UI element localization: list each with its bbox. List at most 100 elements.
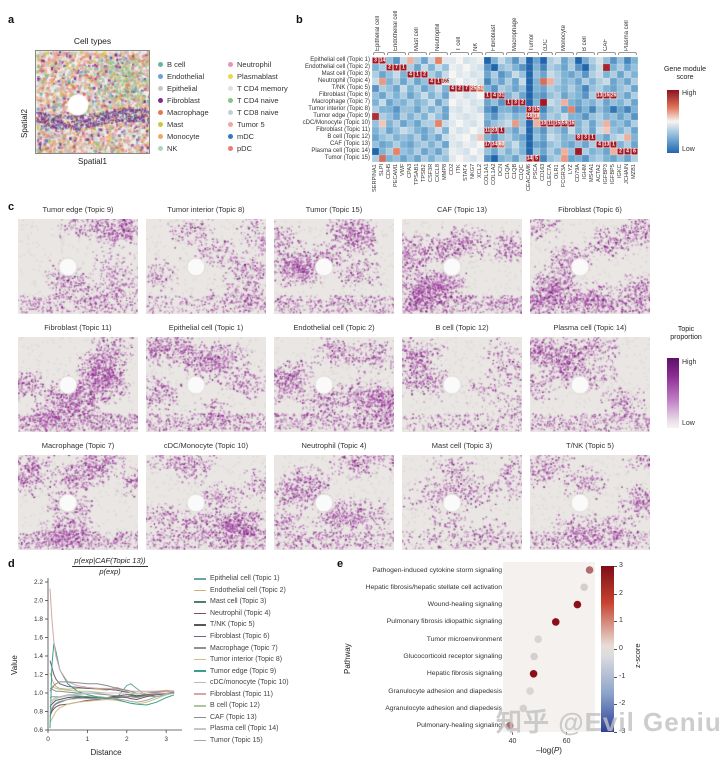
heatmap-cell <box>477 148 484 155</box>
heatmap-row-label: Tumor edge (Topic 9) <box>313 113 370 119</box>
heatmap-cell <box>582 78 589 85</box>
pathway-label: Pulmonary fibrosis idiopathic signaling <box>386 618 502 626</box>
heatmap-cell <box>582 71 589 78</box>
celltype-color-dot <box>158 97 163 103</box>
heatmap-cell <box>631 92 638 99</box>
heatmap-cell <box>407 127 414 134</box>
heatmap-cell-count: 15 <box>533 106 540 112</box>
heatmap-cell <box>393 148 400 155</box>
heatmap-cell <box>519 113 526 120</box>
gene-label: DCN <box>498 164 504 177</box>
heatmap-cell <box>582 120 589 127</box>
heatmap-cell <box>512 134 519 141</box>
gene-label: PECAM1 <box>393 164 399 188</box>
heatmap-cell <box>596 57 603 64</box>
colorbar-tick <box>614 621 617 623</box>
colorbar-high-label: High <box>682 90 697 97</box>
heatmap-cell <box>421 141 428 148</box>
heatmap-cell <box>568 57 575 64</box>
legend-item: B cell <box>158 59 185 69</box>
heatmap-cell <box>372 148 379 155</box>
heatmap-cell <box>393 141 400 148</box>
panel-label-a: a <box>8 14 15 26</box>
heatmap-cell <box>547 92 554 99</box>
heatmap-cell <box>589 113 596 120</box>
heatmap-cell: 11 <box>547 120 554 127</box>
heatmap-cell <box>421 92 428 99</box>
heatmap-cell <box>512 120 519 127</box>
heatmap-cell <box>575 127 582 134</box>
heatmap-cell <box>624 127 631 134</box>
column-group-bracket <box>407 52 427 55</box>
legend-topic-label: Epithelial cell (Topic 1) <box>210 575 280 583</box>
heatmap-cell <box>372 64 379 71</box>
legend-item: Plasmablast <box>228 71 278 81</box>
heatmap-cell <box>484 148 491 155</box>
heatmap-cell-count: 3 <box>374 57 377 63</box>
heatmap-cell <box>428 113 435 120</box>
heatmap-cell <box>400 120 407 127</box>
gene-label: VWF <box>400 164 406 177</box>
heatmap-cell <box>498 106 505 113</box>
heatmap-cell: 1 <box>400 64 407 71</box>
topic-tile-title: T/NK (Topic 5) <box>566 441 614 450</box>
heatmap-cell: 16 <box>568 120 575 127</box>
heatmap-cell <box>456 57 463 64</box>
heatmap-cell <box>456 134 463 141</box>
heatmap-cell <box>386 92 393 99</box>
heatmap-cell <box>505 71 512 78</box>
heatmap-cell <box>631 141 638 148</box>
heatmap-cell <box>456 106 463 113</box>
heatmap-cell <box>379 71 386 78</box>
colorbar-tick-label: -3 <box>619 728 626 735</box>
legend-item: T CD4 naive <box>228 95 279 105</box>
topic-tile-title: Neutrophil (Topic 4) <box>301 441 367 450</box>
celltype-label: B cell <box>167 59 186 69</box>
heatmap-cell: 3 <box>372 57 379 64</box>
heatmap-cell <box>421 106 428 113</box>
heatmap-cell <box>547 78 554 85</box>
heatmap-cell <box>407 106 414 113</box>
heatmap-cell: 25 <box>470 85 477 92</box>
heatmap-cell <box>519 127 526 134</box>
topic-series-line <box>49 588 175 692</box>
colorbar-tick <box>614 593 617 595</box>
topic-image-canvas <box>402 455 522 550</box>
column-group-label: Tumor <box>529 33 535 51</box>
heatmap-cell <box>484 106 491 113</box>
zscore-label: z-score <box>633 643 642 668</box>
heatmap-cell <box>519 85 526 92</box>
topic-image-canvas <box>18 219 138 314</box>
topic-line-legend: Epithelial cell (Topic 1) Endothelial cel… <box>194 573 289 746</box>
heatmap-cell-count: 2 <box>458 85 461 91</box>
topic-proportion-image <box>18 455 138 550</box>
heatmap-cell <box>463 92 470 99</box>
heatmap-cell <box>428 127 435 134</box>
heatmap-cell <box>470 78 477 85</box>
topic-proportion-image <box>18 219 138 314</box>
heatmap-cell <box>484 64 491 71</box>
topic-tile-title: B cell (Topic 12) <box>435 323 489 332</box>
legend-item: mDC <box>228 131 254 141</box>
legend-topic-label: B cell (Topic 12) <box>210 702 260 710</box>
legend-topic-label: Mast cell (Topic 3) <box>210 598 267 606</box>
heatmap-cell <box>407 120 414 127</box>
gene-label: CD79A <box>575 164 581 183</box>
heatmap-cell-count: 8 <box>577 134 580 140</box>
heatmap-cell <box>463 78 470 85</box>
heatmap-cell <box>568 113 575 120</box>
heatmap-cell <box>526 64 533 71</box>
legend-line-marker <box>194 728 206 730</box>
legend-line-marker <box>194 635 206 638</box>
heatmap-cell <box>442 92 449 99</box>
heatmap-cell <box>442 155 449 162</box>
heatmap-cell: 23 <box>491 127 498 134</box>
gene-label: IGKC <box>617 164 623 178</box>
heatmap-cell: 1 <box>484 92 491 99</box>
heatmap-cell: 3 <box>526 106 533 113</box>
heatmap-cell <box>400 71 407 78</box>
heatmap-cell: 26 <box>610 92 617 99</box>
celltype-color-dot <box>228 97 233 103</box>
value-axis-label: Value <box>10 655 19 675</box>
